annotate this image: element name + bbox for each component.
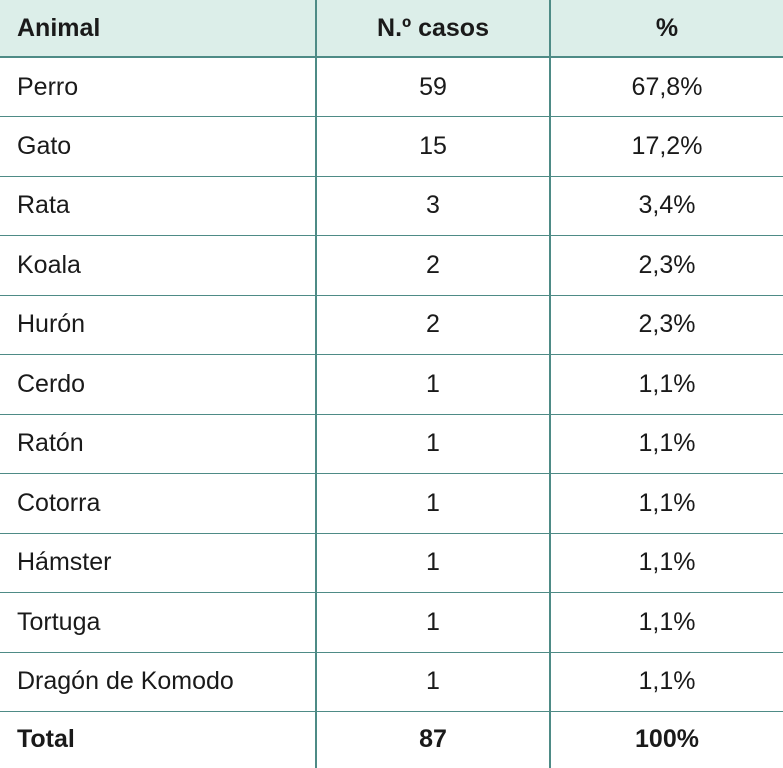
total-label: Total [0, 711, 317, 768]
cell-animal: Gato [0, 116, 317, 177]
cell-animal: Tortuga [0, 592, 317, 653]
cell-cases: 2 [316, 235, 551, 296]
total-row: Total 87 100% [0, 711, 783, 768]
cell-cases: 3 [316, 176, 551, 236]
header-percent: % [550, 0, 783, 58]
cell-percent: 17,2% [550, 116, 783, 177]
cell-percent: 1,1% [550, 592, 783, 653]
cell-percent: 1,1% [550, 652, 783, 712]
cell-percent: 2,3% [550, 235, 783, 296]
cell-cases: 1 [316, 533, 551, 593]
cell-animal: Hámster [0, 533, 317, 593]
cell-percent: 1,1% [550, 354, 783, 415]
cell-animal: Dragón de Komodo [0, 652, 317, 712]
table-row: Rata 3 3,4% [0, 176, 783, 236]
table-row: Koala 2 2,3% [0, 235, 783, 296]
table-row: Dragón de Komodo 1 1,1% [0, 652, 783, 712]
table-row: Gato 15 17,2% [0, 116, 783, 177]
cell-percent: 1,1% [550, 533, 783, 593]
cell-percent: 3,4% [550, 176, 783, 236]
cell-cases: 1 [316, 473, 551, 534]
total-percent: 100% [635, 725, 699, 754]
cell-cases: 2 [316, 295, 551, 355]
cell-cases: 59 [316, 57, 551, 117]
cell-cases: 1 [316, 592, 551, 653]
cell-percent: 1,1% [550, 473, 783, 534]
table-row: Cerdo 1 1,1% [0, 354, 783, 415]
header-cases: N.º casos [316, 0, 551, 58]
cell-percent: 67,8% [550, 57, 783, 117]
header-row: Animal N.º casos % [0, 0, 783, 58]
total-cases: 87 [316, 711, 551, 768]
cell-animal: Perro [0, 57, 317, 117]
cell-cases: 1 [316, 414, 551, 474]
cell-animal: Rata [0, 176, 317, 236]
header-animal: Animal [0, 0, 317, 58]
cell-percent: 1,1% [550, 414, 783, 474]
cell-percent: 2,3% [550, 295, 783, 355]
table-row: Ratón 1 1,1% [0, 414, 783, 474]
cell-animal: Cerdo [0, 354, 317, 415]
cell-animal: Cotorra [0, 473, 317, 534]
table-body: Perro 59 67,8% Gato 15 17,2% Rata 3 3,4%… [0, 57, 783, 712]
cell-animal: Ratón [0, 414, 317, 474]
table-row: Hurón 2 2,3% [0, 295, 783, 355]
cell-animal: Hurón [0, 295, 317, 355]
table-row: Cotorra 1 1,1% [0, 473, 783, 534]
table-row: Hámster 1 1,1% [0, 533, 783, 593]
table-row: Tortuga 1 1,1% [0, 592, 783, 653]
cell-cases: 1 [316, 354, 551, 415]
cell-cases: 1 [316, 652, 551, 712]
cell-cases: 15 [316, 116, 551, 177]
table-header: Animal N.º casos % [0, 0, 783, 58]
table-row: Perro 59 67,8% [0, 57, 783, 117]
table-footer: Total 87 100% [0, 711, 783, 768]
cell-animal: Koala [0, 235, 317, 296]
